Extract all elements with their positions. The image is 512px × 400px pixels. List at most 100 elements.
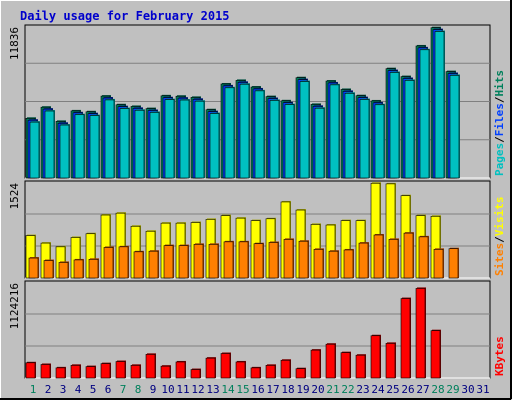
bar-kbytes-day-3	[55, 367, 66, 379]
bar-pages-day-19	[299, 81, 310, 179]
bar-sites-day-18	[283, 239, 294, 279]
bar-sites-day-25	[388, 239, 399, 279]
bar-kbytes-day-2	[40, 364, 51, 379]
panel-top-legend-sep: /	[493, 96, 506, 103]
panel-top-legend-sep: /	[493, 136, 506, 143]
bar-pages-day-24	[374, 104, 385, 179]
bar-pages-day-7	[119, 108, 130, 179]
bar-kbytes-day-15	[235, 361, 246, 379]
day-label-3: 3	[60, 383, 67, 396]
bar-pages-day-22	[344, 92, 355, 179]
bar-pages-day-6	[104, 99, 115, 179]
bar-kbytes-day-19	[295, 368, 306, 379]
bar-kbytes-day-9	[145, 354, 156, 379]
day-label-11: 11	[176, 383, 189, 396]
panel-bottom-ymax-label: 1124216	[8, 283, 21, 329]
bar-pages-day-21	[329, 84, 340, 179]
bar-kbytes-day-21	[325, 343, 336, 379]
bar-sites-day-19	[298, 240, 309, 279]
bar-pages-day-14	[224, 87, 235, 179]
panel-bottom-legend-kbytes: KBytes	[493, 336, 506, 376]
bar-sites-day-20	[313, 249, 324, 279]
bar-kbytes-day-18	[280, 359, 291, 379]
chart-title: Daily usage for February 2015	[20, 9, 230, 23]
bar-kbytes-day-1	[25, 362, 36, 379]
day-label-24: 24	[371, 383, 385, 396]
panel-top-legend-pages: Pages	[493, 143, 506, 176]
bar-kbytes-day-25	[385, 343, 396, 379]
bar-sites-day-1	[28, 257, 39, 279]
panel-top-legend-files: Files	[493, 103, 506, 136]
bar-kbytes-day-5	[85, 366, 96, 379]
day-label-18: 18	[281, 383, 294, 396]
bar-sites-day-15	[238, 241, 249, 279]
bar-kbytes-day-16	[250, 367, 261, 379]
bar-pages-day-11	[179, 99, 190, 179]
bar-kbytes-day-10	[160, 365, 171, 379]
bar-pages-day-15	[239, 83, 250, 179]
panel-middle-legend-visits: Visits	[493, 197, 506, 237]
bar-sites-day-9	[148, 250, 159, 279]
day-label-6: 6	[105, 383, 112, 396]
day-label-10: 10	[161, 383, 174, 396]
bar-pages-day-1	[29, 121, 40, 179]
bar-pages-day-4	[74, 114, 85, 179]
bar-sites-day-26	[403, 232, 414, 279]
bar-pages-day-23	[359, 99, 370, 179]
bar-pages-day-10	[164, 99, 175, 179]
bar-sites-day-29	[448, 248, 459, 279]
bar-pages-day-26	[404, 80, 415, 179]
day-label-17: 17	[266, 383, 279, 396]
panel-middle-legend: Sites/Visits	[493, 197, 506, 277]
day-label-19: 19	[296, 383, 309, 396]
day-label-12: 12	[191, 383, 204, 396]
day-label-20: 20	[311, 383, 324, 396]
day-label-14: 14	[221, 383, 235, 396]
bar-sites-day-6	[103, 247, 114, 279]
panel-top-ymax-label: 11836	[8, 27, 21, 60]
day-label-31: 31	[476, 383, 489, 396]
bar-sites-day-8	[133, 251, 144, 279]
bar-pages-day-5	[89, 115, 100, 179]
bar-pages-day-16	[254, 90, 265, 179]
panel-middle-legend-sep: /	[493, 236, 506, 243]
bar-kbytes-day-22	[340, 352, 351, 379]
bar-sites-day-14	[223, 241, 234, 279]
bar-pages-day-12	[194, 100, 205, 179]
day-label-15: 15	[236, 383, 249, 396]
bar-kbytes-day-23	[355, 354, 366, 379]
bar-sites-day-24	[373, 234, 384, 279]
day-label-4: 4	[75, 383, 82, 396]
day-label-27: 27	[416, 383, 429, 396]
bar-pages-day-8	[134, 109, 145, 179]
day-label-30: 30	[461, 383, 474, 396]
bar-kbytes-day-7	[115, 361, 126, 379]
bar-sites-day-4	[73, 259, 84, 279]
bar-sites-day-10	[163, 245, 174, 279]
bar-sites-day-28	[433, 249, 444, 279]
bar-pages-day-25	[389, 72, 400, 179]
day-label-1: 1	[30, 383, 37, 396]
bar-pages-day-29	[449, 75, 460, 179]
bar-pages-day-27	[419, 49, 430, 179]
bar-pages-day-2	[44, 110, 55, 179]
panel-top-legend: Pages/Files/Hits	[493, 70, 506, 176]
bar-kbytes-day-4	[70, 365, 81, 379]
bar-kbytes-day-17	[265, 365, 276, 379]
day-label-16: 16	[251, 383, 264, 396]
bar-kbytes-day-14	[220, 353, 231, 379]
bar-sites-day-17	[268, 242, 279, 279]
bar-kbytes-day-6	[100, 363, 111, 379]
bar-sites-day-5	[88, 258, 99, 279]
day-label-13: 13	[206, 383, 219, 396]
panel-bottom-legend: KBytes	[493, 336, 506, 376]
panel-top-legend-hits: Hits	[493, 70, 506, 97]
day-label-26: 26	[401, 383, 414, 396]
bar-pages-day-3	[59, 124, 70, 179]
day-label-25: 25	[386, 383, 399, 396]
bar-kbytes-day-27	[415, 288, 426, 379]
bar-sites-day-27	[418, 236, 429, 279]
bar-kbytes-day-12	[190, 369, 201, 379]
